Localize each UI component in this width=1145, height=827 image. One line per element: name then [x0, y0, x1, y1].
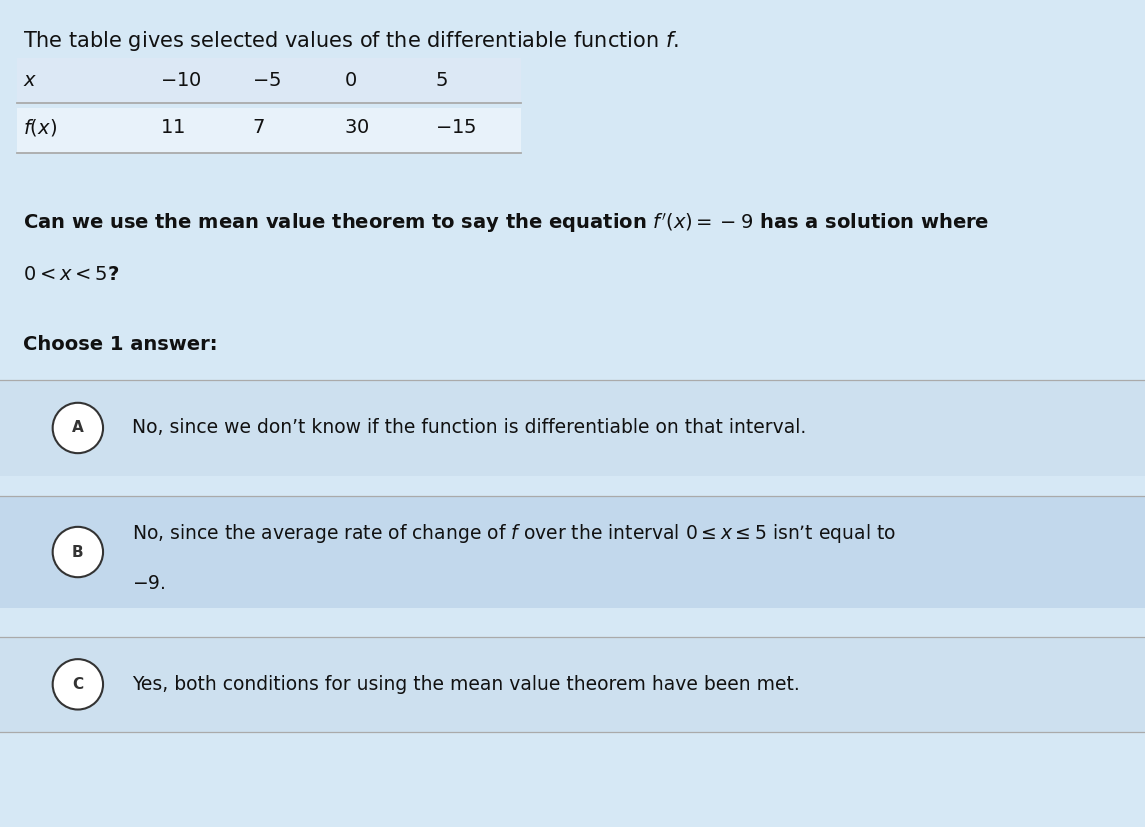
- Text: $5$: $5$: [435, 71, 448, 90]
- FancyBboxPatch shape: [0, 380, 1145, 476]
- Text: $11$: $11$: [160, 118, 185, 137]
- Ellipse shape: [53, 403, 103, 453]
- Text: $30$: $30$: [344, 118, 369, 137]
- Text: $x$: $x$: [23, 71, 37, 90]
- FancyBboxPatch shape: [17, 108, 521, 153]
- Text: $-10$: $-10$: [160, 71, 202, 90]
- Text: $7$: $7$: [252, 118, 264, 137]
- FancyBboxPatch shape: [17, 58, 521, 103]
- Text: Choose 1 answer:: Choose 1 answer:: [23, 335, 218, 354]
- Text: $-15$: $-15$: [435, 118, 476, 137]
- FancyBboxPatch shape: [0, 637, 1145, 732]
- Text: $-9$.: $-9$.: [132, 574, 165, 593]
- Text: A: A: [72, 420, 84, 436]
- Text: $f(x)$: $f(x)$: [23, 117, 57, 138]
- Text: Can we use the mean value theorem to say the equation $f'(x) = -9$ has a solutio: Can we use the mean value theorem to say…: [23, 211, 989, 235]
- Text: No, since we don’t know if the function is differentiable on that interval.: No, since we don’t know if the function …: [132, 418, 806, 437]
- Text: B: B: [72, 544, 84, 560]
- Text: $0 < x < 5$?: $0 < x < 5$?: [23, 265, 119, 284]
- Ellipse shape: [53, 659, 103, 710]
- Text: No, since the average rate of change of $f$ over the interval $0 \leq x \leq 5$ : No, since the average rate of change of …: [132, 523, 895, 545]
- Text: $0$: $0$: [344, 71, 356, 90]
- Text: $-5$: $-5$: [252, 71, 281, 90]
- Ellipse shape: [53, 527, 103, 577]
- Text: Yes, both conditions for using the mean value theorem have been met.: Yes, both conditions for using the mean …: [132, 675, 799, 694]
- Text: The table gives selected values of the differentiable function $f$.: The table gives selected values of the d…: [23, 29, 679, 53]
- Text: C: C: [72, 676, 84, 692]
- FancyBboxPatch shape: [0, 496, 1145, 608]
